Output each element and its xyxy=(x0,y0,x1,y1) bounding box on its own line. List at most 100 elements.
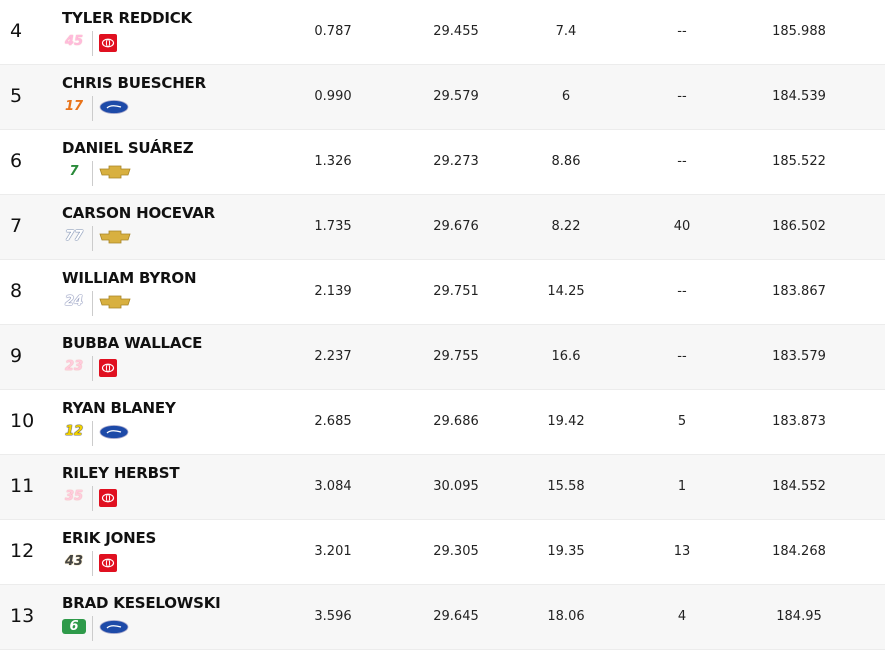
driver-name: BRAD KESELOWSKI xyxy=(62,594,221,612)
stat-cell: 0.787 xyxy=(314,24,352,39)
manufacturer-logo xyxy=(99,619,129,639)
stat-cell: 18.06 xyxy=(547,609,585,624)
divider xyxy=(92,486,93,511)
table-row: 8 WILLIAM BYRON 24 2.139 29.751 14.25 -- 183.86… xyxy=(0,260,885,325)
stat-cell: 184.268 xyxy=(772,544,826,559)
car-number: 17 xyxy=(64,99,84,114)
manufacturer-logo xyxy=(99,229,131,248)
table-row: 11 RILEY HERBST 35 3.084 30.095 15.58 1 184.552 xyxy=(0,455,885,520)
stat-cell: 19.42 xyxy=(547,414,585,429)
stat-cell: 14.25 xyxy=(547,284,585,299)
manufacturer-logo xyxy=(99,99,129,119)
table-row: 5 CHRIS BUESCHER 17 0.990 29.579 6 -- 184.539 xyxy=(0,65,885,130)
manufacturer-logo xyxy=(99,359,117,381)
driver-name: ERIK JONES xyxy=(62,529,157,547)
divider xyxy=(92,616,93,641)
stat-cell: 2.685 xyxy=(314,414,352,429)
stat-cell: 3.201 xyxy=(314,544,352,559)
table-row: 13 BRAD KESELOWSKI 6 3.596 29.645 18.06 4 184.9… xyxy=(0,585,885,650)
position: 8 xyxy=(10,280,23,302)
stat-cell: 185.522 xyxy=(772,154,826,169)
position: 13 xyxy=(10,605,35,627)
driver-name: CHRIS BUESCHER xyxy=(62,74,206,92)
divider xyxy=(92,226,93,251)
stat-cell: 16.6 xyxy=(551,349,581,364)
car-number: 12 xyxy=(64,424,84,439)
car-number: 23 xyxy=(64,359,84,374)
car-number: 24 xyxy=(64,294,84,309)
position: 10 xyxy=(10,410,35,432)
car-number: 35 xyxy=(64,489,84,504)
stat-cell: 183.867 xyxy=(772,284,826,299)
stat-cell: 29.755 xyxy=(433,349,479,364)
divider xyxy=(92,31,93,56)
stat-cell: 29.686 xyxy=(433,414,479,429)
stat-cell: -- xyxy=(677,154,687,169)
table-row: 12 ERIK JONES 43 3.201 29.305 19.35 13 184.268 xyxy=(0,520,885,585)
stat-cell: 19.35 xyxy=(547,544,585,559)
position: 12 xyxy=(10,540,35,562)
table-row: 6 DANIEL SUÁREZ 7 1.326 29.273 8.86 -- 185.522 xyxy=(0,130,885,195)
stat-cell: 5 xyxy=(677,414,687,429)
table-row: 7 CARSON HOCEVAR 77 1.735 29.676 8.22 40 186.50… xyxy=(0,195,885,260)
divider xyxy=(92,161,93,186)
car-number: 7 xyxy=(69,164,79,179)
stat-cell: 30.095 xyxy=(433,479,479,494)
driver-name: BUBBA WALLACE xyxy=(62,334,203,352)
stat-cell: 183.873 xyxy=(772,414,826,429)
stat-cell: 15.58 xyxy=(547,479,585,494)
driver-name: RILEY HERBST xyxy=(62,464,180,482)
divider xyxy=(92,291,93,316)
stat-cell: 8.86 xyxy=(551,154,581,169)
position: 9 xyxy=(10,345,23,367)
manufacturer-logo xyxy=(99,554,117,576)
car-number: 43 xyxy=(64,554,84,569)
stat-cell: 3.084 xyxy=(314,479,352,494)
stat-cell: -- xyxy=(677,284,687,299)
stat-cell: 1 xyxy=(677,479,687,494)
stat-cell: 1.735 xyxy=(314,219,352,234)
table-row: 4 TYLER REDDICK 45 0.787 29.455 7.4 -- 185.988 xyxy=(0,0,885,65)
manufacturer-logo xyxy=(99,34,117,56)
stat-cell: 184.552 xyxy=(772,479,826,494)
car-number: 77 xyxy=(64,229,84,244)
divider xyxy=(92,96,93,121)
stat-cell: -- xyxy=(677,89,687,104)
stat-cell: 1.326 xyxy=(314,154,352,169)
manufacturer-logo xyxy=(99,294,131,313)
stat-cell: 4 xyxy=(677,609,687,624)
stat-cell: -- xyxy=(677,349,687,364)
stat-cell: 184.539 xyxy=(772,89,826,104)
divider xyxy=(92,551,93,576)
stat-cell: 3.596 xyxy=(314,609,352,624)
stat-cell: 29.305 xyxy=(433,544,479,559)
stat-cell: 29.751 xyxy=(433,284,479,299)
table-row: 9 BUBBA WALLACE 23 2.237 29.755 16.6 -- 183.579 xyxy=(0,325,885,390)
divider xyxy=(92,421,93,446)
stat-cell: 7.4 xyxy=(555,24,577,39)
table-row: 10 RYAN BLANEY 12 2.685 29.686 19.42 5 183.873 xyxy=(0,390,885,455)
driver-name: DANIEL SUÁREZ xyxy=(62,139,194,157)
stat-cell: 29.645 xyxy=(433,609,479,624)
position: 7 xyxy=(10,215,23,237)
position: 5 xyxy=(10,85,23,107)
position: 4 xyxy=(10,20,23,42)
stat-cell: 184.95 xyxy=(776,609,822,624)
divider xyxy=(92,356,93,381)
manufacturer-logo xyxy=(99,164,131,183)
stat-cell: 6 xyxy=(561,89,571,104)
stat-cell: 29.455 xyxy=(433,24,479,39)
stat-cell: 0.990 xyxy=(314,89,352,104)
stat-cell: 29.273 xyxy=(433,154,479,169)
stat-cell: 29.579 xyxy=(433,89,479,104)
manufacturer-logo xyxy=(99,489,117,511)
stat-cell: 2.139 xyxy=(314,284,352,299)
stat-cell: 185.988 xyxy=(772,24,826,39)
car-number: 45 xyxy=(64,34,84,49)
driver-name: RYAN BLANEY xyxy=(62,399,176,417)
stat-cell: 2.237 xyxy=(314,349,352,364)
position: 6 xyxy=(10,150,23,172)
car-number: 6 xyxy=(62,619,86,634)
driver-name: CARSON HOCEVAR xyxy=(62,204,216,222)
